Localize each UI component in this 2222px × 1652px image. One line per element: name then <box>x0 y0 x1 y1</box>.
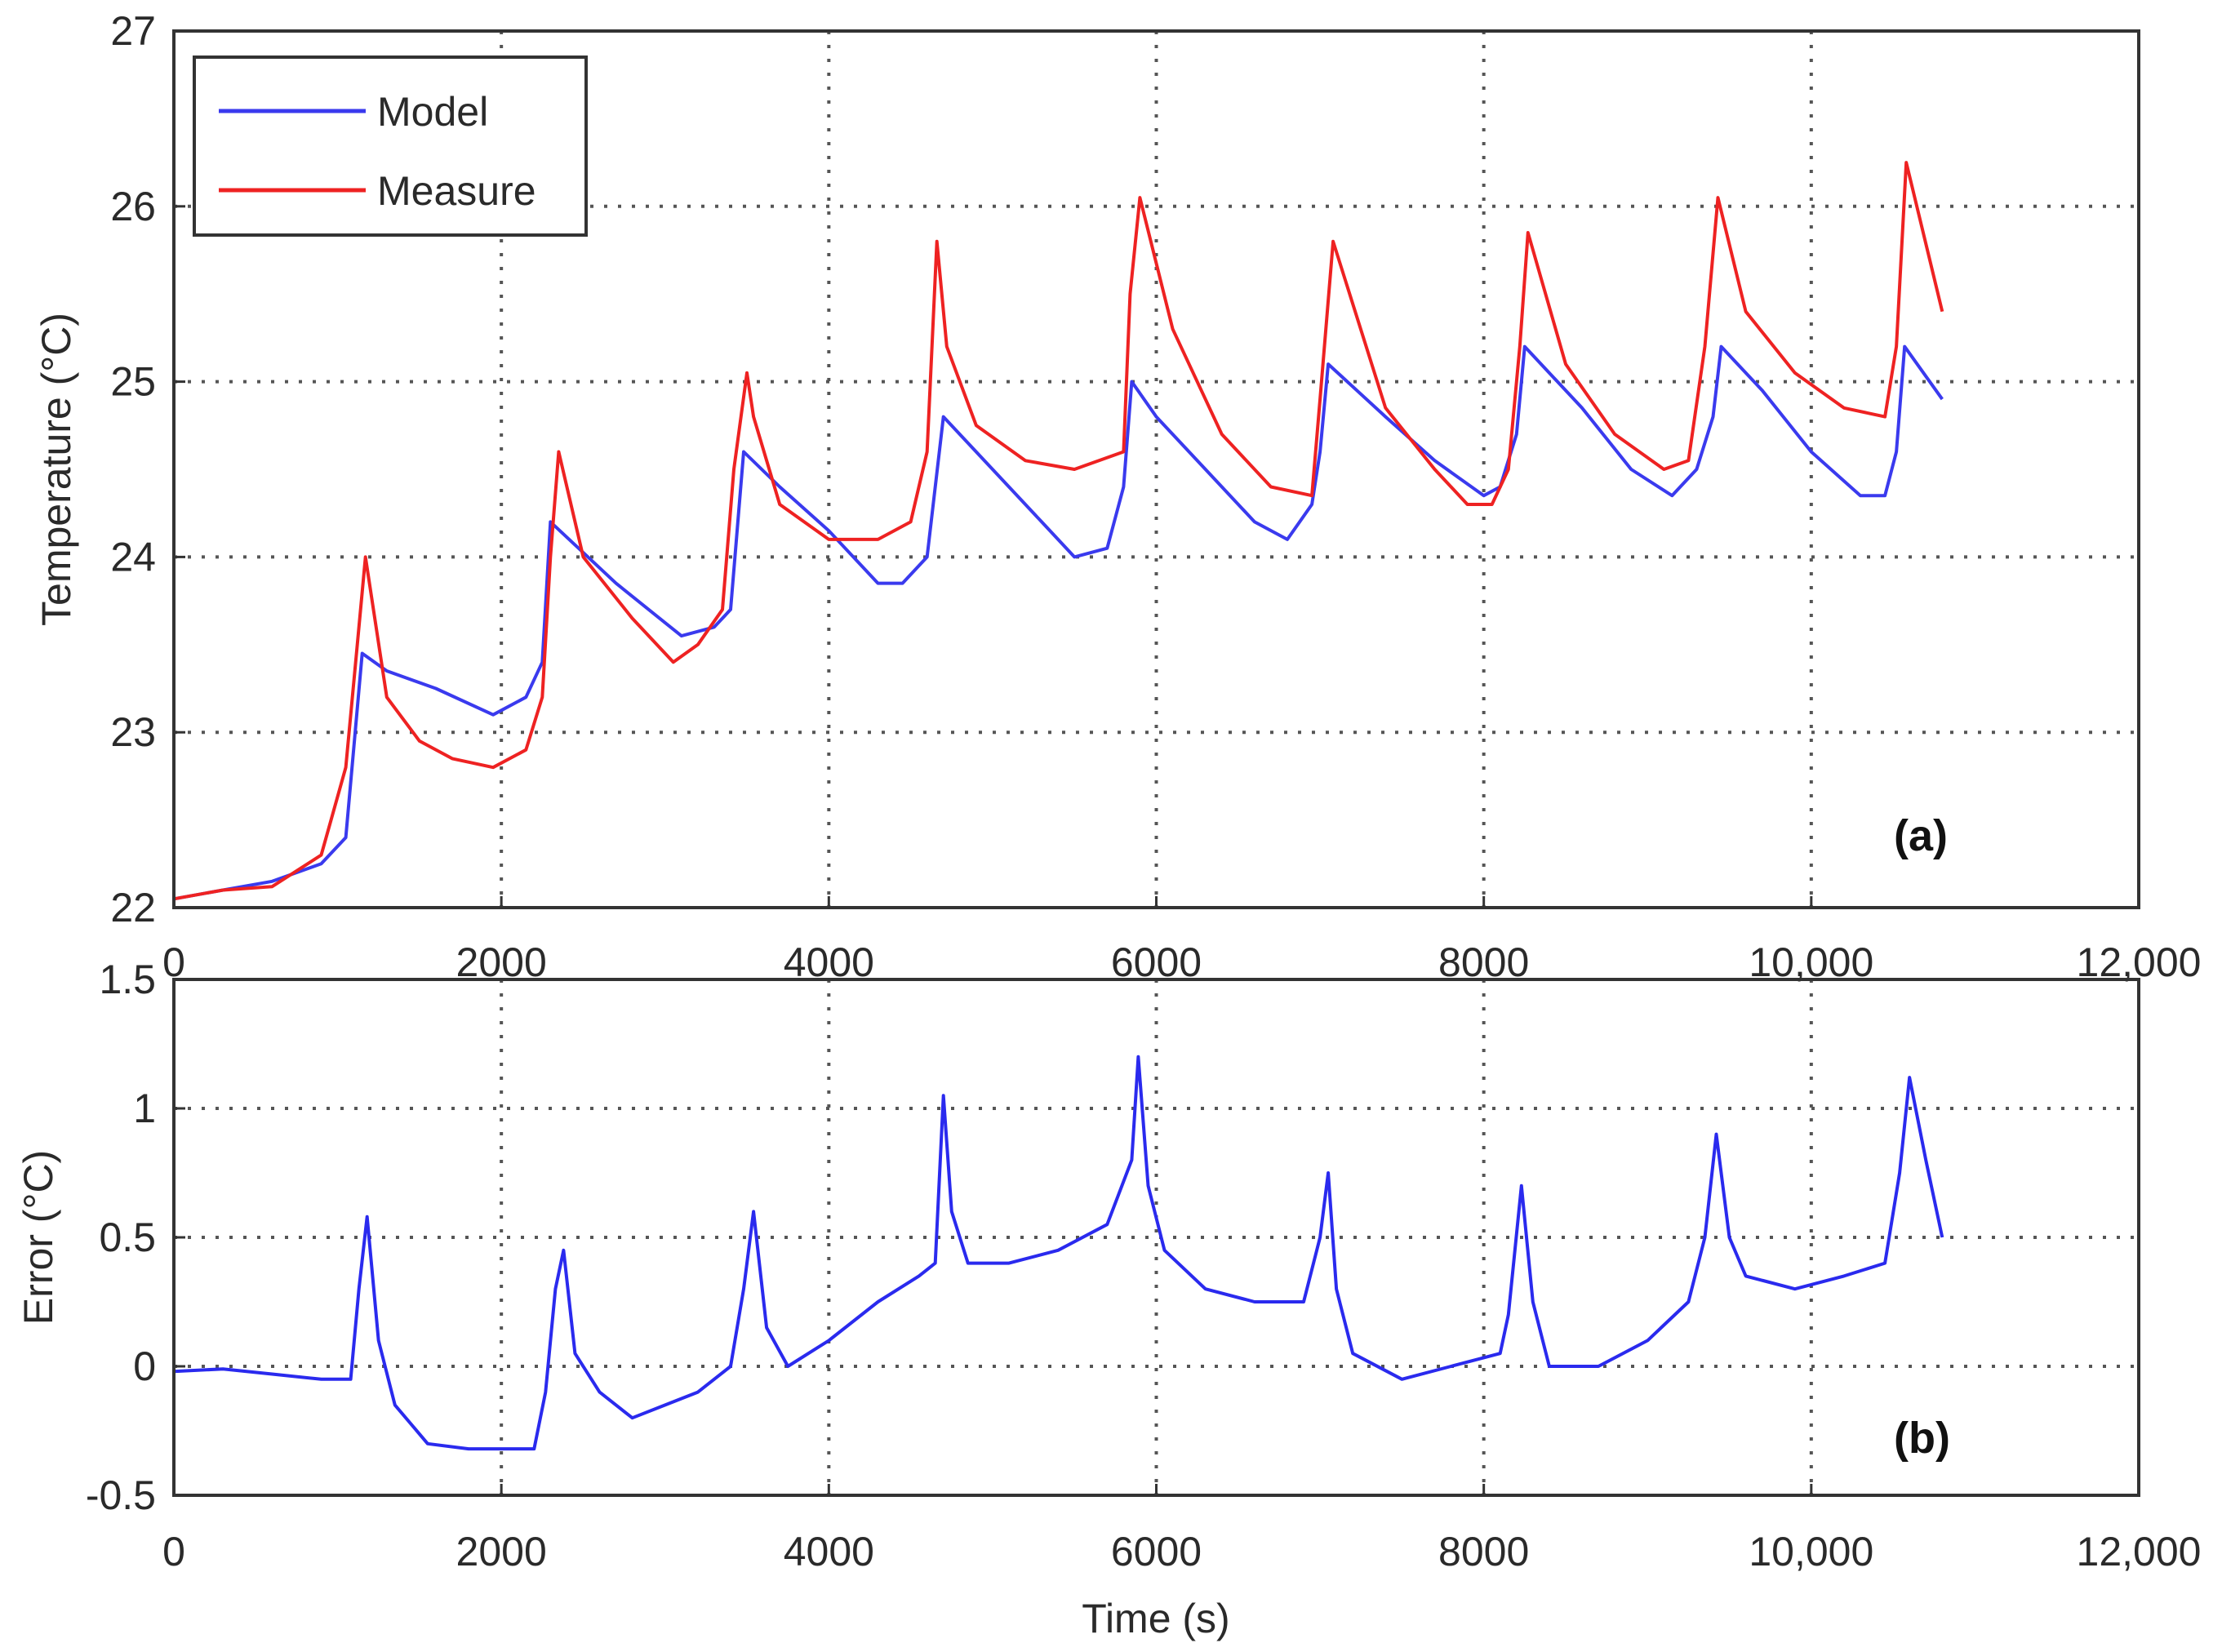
series-line-measure <box>173 161 1944 901</box>
panel-a-legend: Model Measure <box>193 56 588 237</box>
x-tick-label: 10,000 <box>1749 939 1873 985</box>
legend-box <box>193 56 588 237</box>
y-tick-label: 1 <box>133 1086 156 1131</box>
panel-a-y-axis-label: Temperature (°C) <box>33 313 79 626</box>
y-tick-label: 27 <box>110 8 156 54</box>
panel-b-error-chart: 0 2000 4000 6000 8000 10,000 12,000-0.500.511.… <box>16 957 2201 1641</box>
panel-b-y-axis-label: Error (°C) <box>16 1150 61 1325</box>
panel-a-tick-labels: 0 2000 4000 6000 8000 10,000 12,000 22 23 24 25 26 2… <box>110 8 2201 985</box>
y-tick-label: 23 <box>110 709 156 755</box>
panel-b-frame <box>172 978 2140 1497</box>
x-tick-label: 12,000 <box>2077 939 2202 985</box>
x-tick-label: 2000 <box>456 1529 547 1574</box>
panel-b-tag: (b) <box>1894 1414 1950 1463</box>
series-line-model <box>173 344 1944 901</box>
panel-b-grid <box>174 979 2139 1495</box>
legend-label-measure: Measure <box>377 168 536 214</box>
panel-a-temperature-chart: 0 2000 4000 6000 8000 10,000 12,000 22 23 24 25 26 2… <box>33 8 2201 985</box>
y-tick-label: 25 <box>110 359 156 405</box>
panel-a-tag: (a) <box>1894 811 1948 860</box>
series-line-error <box>173 1055 1944 1451</box>
x-tick-label: 8000 <box>1438 939 1529 985</box>
x-tick-label: 8000 <box>1438 1529 1529 1574</box>
panel-a-series <box>173 161 1944 901</box>
legend-label-model: Model <box>377 89 488 135</box>
x-tick-label: 4000 <box>784 1529 874 1574</box>
x-tick-label: 2000 <box>456 939 547 985</box>
y-tick-label: 24 <box>110 534 156 580</box>
y-tick-label: 22 <box>110 885 156 930</box>
panel-b-x-axis-label: Time (s) <box>1082 1596 1229 1641</box>
x-tick-label: 12,000 <box>2077 1529 2202 1574</box>
x-tick-label: 6000 <box>1111 939 1202 985</box>
x-tick-label: 0 <box>162 939 185 985</box>
x-tick-label: 10,000 <box>1749 1529 1873 1574</box>
y-tick-label: -0.5 <box>86 1472 156 1518</box>
y-tick-label: 0.5 <box>99 1215 156 1260</box>
panel-b-tick-labels: 0 2000 4000 6000 8000 10,000 12,000-0.500.511.… <box>86 957 2202 1574</box>
y-tick-label: 0 <box>133 1343 156 1389</box>
panel-b-series <box>173 1055 1944 1451</box>
x-tick-label: 4000 <box>784 939 874 985</box>
y-tick-label: 26 <box>110 184 156 229</box>
x-tick-label: 0 <box>162 1529 185 1574</box>
x-tick-label: 6000 <box>1111 1529 1202 1574</box>
y-tick-label: 1.5 <box>99 957 156 1002</box>
